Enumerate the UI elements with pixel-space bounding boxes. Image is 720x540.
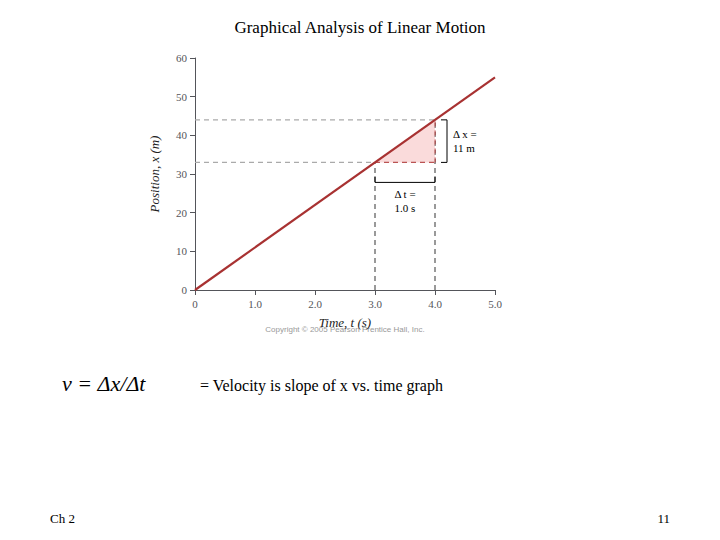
svg-text:30: 30 [176, 168, 188, 180]
svg-text:Position, x (m): Position, x (m) [147, 136, 162, 214]
svg-text:Ch 2: Ch 2 [50, 511, 75, 526]
svg-text:11 m: 11 m [453, 142, 475, 154]
svg-text:Δ x =: Δ x = [453, 128, 477, 140]
svg-text:5.0: 5.0 [488, 298, 502, 310]
svg-text:v = Δx/Δt: v = Δx/Δt [62, 371, 146, 396]
svg-text:20: 20 [176, 207, 188, 219]
svg-text:Δ t =: Δ t = [394, 188, 415, 200]
svg-text:2.0: 2.0 [308, 298, 322, 310]
svg-text:1.0 s: 1.0 s [395, 202, 416, 214]
svg-text:0: 0 [182, 284, 188, 296]
svg-text:Time, t (s): Time, t (s) [319, 315, 371, 330]
svg-text:Graphical Analysis of Linear M: Graphical Analysis of Linear Motion [234, 18, 486, 37]
svg-text:Copyright © 2005 Pearson Prent: Copyright © 2005 Pearson Prentice Hall, … [265, 324, 425, 334]
svg-text:40: 40 [176, 129, 188, 141]
svg-text:50: 50 [176, 91, 188, 103]
svg-text:10: 10 [176, 245, 188, 257]
svg-text:60: 60 [176, 52, 188, 64]
svg-text:11: 11 [657, 511, 670, 526]
svg-text:4.0: 4.0 [428, 298, 442, 310]
svg-text:= Velocity is slope of x vs. t: = Velocity is slope of x vs. time graph [200, 377, 443, 395]
svg-text:1.0: 1.0 [248, 298, 262, 310]
svg-text:0: 0 [192, 298, 198, 310]
svg-text:3.0: 3.0 [368, 298, 382, 310]
